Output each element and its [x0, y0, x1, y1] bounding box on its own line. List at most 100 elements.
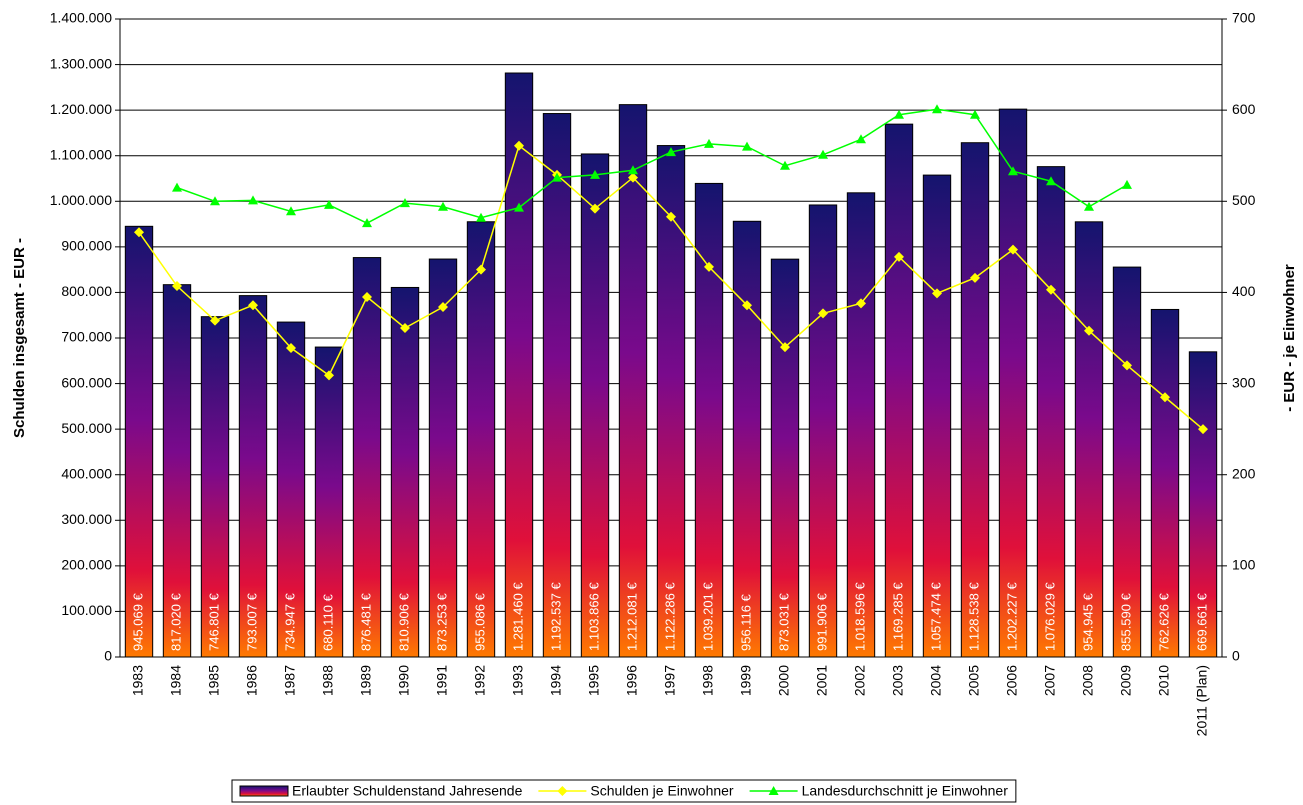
- legend-label: Schulden je Einwohner: [590, 783, 734, 799]
- x-tick-label: 1986: [244, 665, 260, 696]
- x-tick-label: 1990: [396, 665, 412, 696]
- legend-label: Erlaubter Schuldenstand Jahresende: [292, 783, 523, 799]
- value-label: 956.116 €: [738, 593, 753, 651]
- y-tick-label: 1.000.000: [50, 192, 112, 208]
- x-tick-label: 1988: [320, 665, 336, 696]
- value-label: 1.192.537 €: [548, 582, 563, 651]
- value-label: 793.007 €: [244, 592, 259, 651]
- y-tick-label: 400.000: [61, 465, 112, 481]
- x-tick-label: 1991: [434, 665, 450, 696]
- line-marker: [438, 201, 448, 211]
- line-marker: [362, 218, 372, 228]
- bar: [542, 113, 572, 658]
- bar: [846, 192, 876, 658]
- value-label: 955.086 €: [472, 592, 487, 651]
- line-marker: [248, 300, 258, 311]
- bar: [1150, 308, 1180, 658]
- bar: [656, 145, 686, 658]
- line-marker: [780, 160, 790, 170]
- line-marker: [894, 109, 904, 119]
- bar: [124, 225, 154, 658]
- value-label: 1.076.029 €: [1042, 582, 1057, 651]
- x-tick-label: 1992: [472, 665, 488, 696]
- line-marker: [210, 196, 220, 206]
- line-marker: [1046, 284, 1056, 295]
- legend-marker: [557, 786, 568, 796]
- y2-tick-label: 500: [1232, 192, 1256, 208]
- value-label: 1.103.866 €: [586, 582, 601, 651]
- line-marker: [704, 138, 714, 148]
- x-tick-label: 2007: [1042, 665, 1058, 696]
- y-tick-label: 100.000: [61, 602, 112, 618]
- value-label: 680.110 €: [320, 593, 335, 651]
- bar: [504, 72, 534, 658]
- value-label: 945.069 €: [130, 592, 145, 651]
- value-label: 954.945 €: [1080, 592, 1095, 651]
- line-marker: [476, 264, 486, 275]
- line-marker: [400, 198, 410, 208]
- line-marker: [1198, 424, 1208, 435]
- line-marker: [818, 149, 828, 159]
- x-tick-label: 2006: [1004, 665, 1020, 696]
- bar: [770, 258, 800, 658]
- y2-tick-label: 0: [1232, 648, 1240, 664]
- line-marker: [476, 212, 486, 222]
- x-tick-label: 2002: [852, 665, 868, 696]
- y-tick-label: 1.400.000: [50, 10, 112, 26]
- line-marker: [172, 182, 182, 192]
- line-marker: [134, 227, 144, 238]
- line-marker: [400, 322, 410, 333]
- line: [176, 108, 1128, 224]
- line-marker: [970, 272, 980, 283]
- bar: [884, 123, 914, 658]
- x-tick-label: 1999: [738, 665, 754, 696]
- y2-tick-label: 400: [1232, 283, 1256, 299]
- line-marker: [248, 195, 258, 205]
- bar: [732, 220, 762, 658]
- bar: [428, 258, 458, 658]
- value-label: 1.018.596 €: [852, 582, 867, 651]
- line-marker: [172, 281, 182, 292]
- value-label: 817.020 €: [168, 592, 183, 651]
- line-marker: [666, 147, 676, 157]
- y-tick-label: 1.100.000: [50, 146, 112, 162]
- y-tick-label: 0: [104, 648, 112, 664]
- line-marker: [856, 134, 866, 144]
- value-label: 873.031 €: [776, 592, 791, 651]
- bar: [352, 257, 382, 658]
- line-marker: [856, 298, 866, 309]
- line-marker: [1084, 325, 1094, 336]
- line-marker: [970, 109, 980, 119]
- bar: [466, 221, 496, 658]
- y2-tick-label: 200: [1232, 465, 1256, 481]
- value-label: 1.039.201 €: [700, 582, 715, 651]
- legend-box: [231, 779, 1017, 803]
- x-tick-label: 1997: [662, 665, 678, 696]
- y2-tick-label: 300: [1232, 374, 1256, 390]
- x-tick-label: 1993: [510, 665, 526, 696]
- x-tick-label: 1998: [700, 665, 716, 696]
- x-tick-label: 1994: [548, 665, 564, 696]
- bar: [998, 108, 1028, 658]
- x-tick-label: 1985: [206, 665, 222, 696]
- line-marker: [1008, 166, 1018, 176]
- value-label: 1.169.285 €: [890, 582, 905, 651]
- bar: [1188, 351, 1218, 658]
- bar: [808, 204, 838, 658]
- line-marker: [514, 202, 524, 212]
- x-tick-label: 1995: [586, 665, 602, 696]
- line-marker: [324, 199, 334, 209]
- line-marker: [742, 300, 752, 311]
- bar: [580, 153, 610, 658]
- legend-marker: [768, 786, 779, 795]
- y-tick-label: 300.000: [61, 511, 112, 527]
- x-tick-label: 1983: [130, 665, 146, 696]
- x-tick-label: 1989: [358, 665, 374, 696]
- y-axis-title: Schulden insgesamt - EUR -: [11, 238, 28, 438]
- bar: [162, 284, 192, 658]
- value-label: 810.906 €: [396, 592, 411, 651]
- value-label: 1.202.227 €: [1004, 582, 1019, 651]
- line-marker: [286, 343, 296, 354]
- line-marker: [1122, 179, 1132, 189]
